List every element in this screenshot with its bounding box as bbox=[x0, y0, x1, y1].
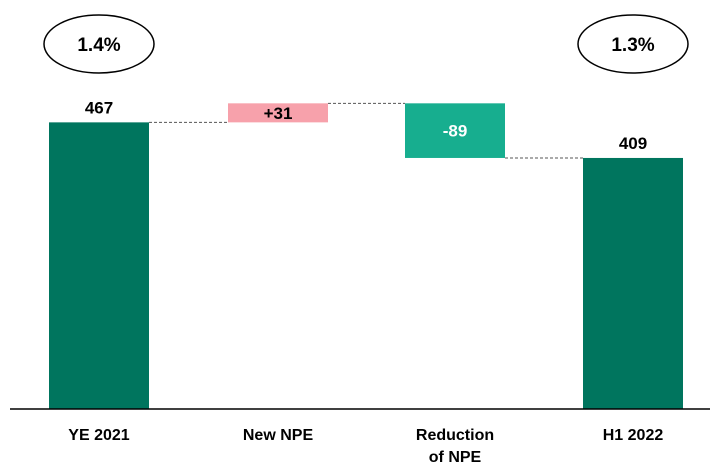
ratio-bubble bbox=[43, 14, 155, 74]
category-label: Reduction bbox=[416, 427, 494, 444]
bar-4 bbox=[583, 157, 683, 409]
category-label: of NPE bbox=[429, 449, 482, 466]
ratio-bubble-text: 1.3% bbox=[611, 35, 654, 56]
ratio-annotations: 1.4% 1.3% bbox=[43, 14, 689, 74]
category-label: H1 2022 bbox=[603, 427, 664, 444]
category-label: YE 2021 bbox=[68, 427, 129, 444]
category-labels: YE 2021 New NPE Reduction of NPE H1 2022 bbox=[68, 427, 663, 466]
ratio-bubble-text: 1.4% bbox=[77, 35, 120, 56]
category-label: New NPE bbox=[243, 427, 314, 444]
bars bbox=[49, 103, 683, 410]
connector-lines bbox=[149, 102, 583, 159]
bar-2 bbox=[228, 103, 328, 123]
bar-value-labels: 467 +31 -89 409 bbox=[85, 98, 647, 153]
bar-value-label: 409 bbox=[619, 134, 647, 153]
bar-value-label: +31 bbox=[264, 104, 293, 123]
bar-1 bbox=[49, 122, 149, 410]
bar-value-label: -89 bbox=[443, 122, 468, 141]
bar-value-label: 467 bbox=[85, 98, 113, 117]
bar-3 bbox=[405, 103, 505, 158]
ratio-bubble bbox=[577, 14, 689, 74]
